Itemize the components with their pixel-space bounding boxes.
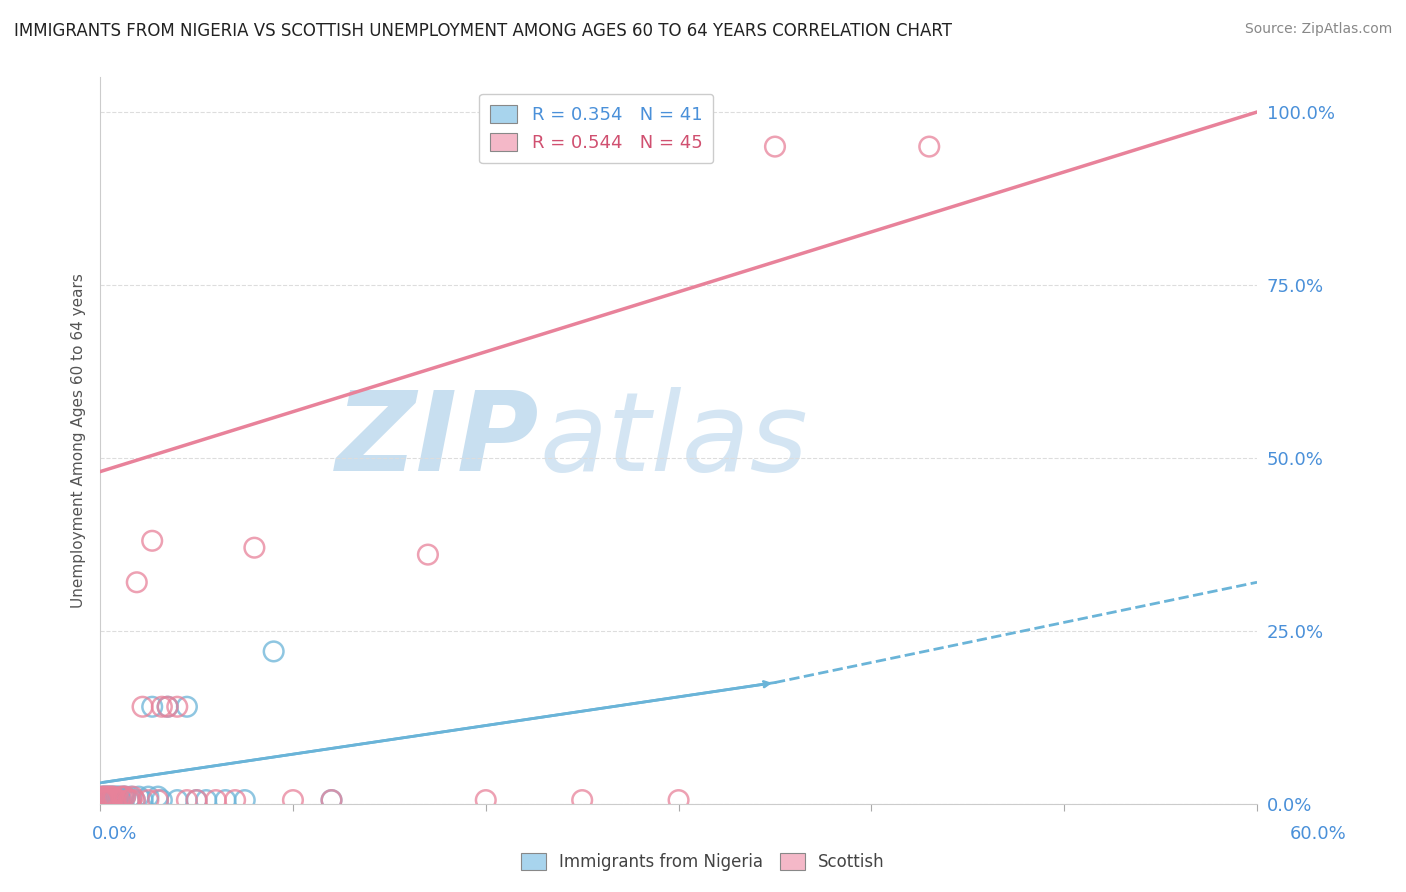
Point — [100, 789, 122, 804]
Point — [91, 793, 114, 807]
Point — [186, 793, 208, 807]
Point — [186, 793, 208, 807]
Point — [195, 793, 218, 807]
Point — [124, 793, 146, 807]
Point — [104, 793, 127, 807]
Point — [91, 793, 114, 807]
Point — [93, 789, 115, 804]
Point — [224, 793, 246, 807]
Text: IMMIGRANTS FROM NIGERIA VS SCOTTISH UNEMPLOYMENT AMONG AGES 60 TO 64 YEARS CORRE: IMMIGRANTS FROM NIGERIA VS SCOTTISH UNEM… — [14, 22, 952, 40]
Point — [100, 789, 122, 804]
Y-axis label: Unemployment Among Ages 60 to 64 years: Unemployment Among Ages 60 to 64 years — [72, 273, 86, 608]
Point — [98, 789, 121, 804]
Point — [668, 793, 690, 807]
Point — [103, 793, 125, 807]
Point — [100, 793, 122, 807]
Point — [98, 793, 121, 807]
Point — [100, 793, 122, 807]
Point — [93, 793, 115, 807]
Point — [110, 793, 132, 807]
Point — [763, 139, 786, 153]
Point — [150, 699, 173, 714]
Point — [243, 541, 266, 555]
Text: 60.0%: 60.0% — [1291, 825, 1347, 843]
Point — [146, 789, 169, 804]
Point — [416, 548, 439, 562]
Legend: Immigrants from Nigeria, Scottish: Immigrants from Nigeria, Scottish — [513, 845, 893, 880]
Point — [103, 793, 125, 807]
Point — [91, 789, 114, 804]
Point — [124, 793, 146, 807]
Point — [108, 793, 131, 807]
Point — [107, 793, 129, 807]
Point — [103, 789, 125, 804]
Point — [125, 575, 148, 590]
Point — [94, 789, 117, 804]
Point — [118, 793, 141, 807]
Legend: R = 0.354   N = 41, R = 0.544   N = 45: R = 0.354 N = 41, R = 0.544 N = 45 — [479, 94, 713, 163]
Point — [918, 139, 941, 153]
Point — [204, 793, 226, 807]
Point — [110, 789, 132, 804]
Point — [112, 789, 135, 804]
Point — [91, 789, 114, 804]
Point — [122, 789, 145, 804]
Point — [93, 793, 115, 807]
Point — [93, 789, 115, 804]
Point — [98, 793, 121, 807]
Point — [156, 699, 179, 714]
Point — [176, 699, 198, 714]
Point — [97, 793, 120, 807]
Point — [97, 789, 120, 804]
Point — [141, 533, 163, 548]
Point — [150, 793, 173, 807]
Point — [321, 793, 343, 807]
Point — [97, 793, 120, 807]
Text: 0.0%: 0.0% — [91, 825, 136, 843]
Point — [108, 789, 131, 804]
Point — [128, 789, 150, 804]
Point — [94, 793, 117, 807]
Point — [131, 699, 153, 714]
Point — [94, 789, 117, 804]
Point — [474, 793, 496, 807]
Point — [138, 793, 160, 807]
Point — [233, 793, 256, 807]
Point — [97, 789, 120, 804]
Point — [156, 699, 179, 714]
Point — [571, 793, 593, 807]
Point — [120, 789, 142, 804]
Point — [114, 789, 136, 804]
Point — [176, 793, 198, 807]
Point — [118, 793, 141, 807]
Text: atlas: atlas — [540, 387, 808, 494]
Text: ZIP: ZIP — [336, 387, 540, 494]
Point — [131, 793, 153, 807]
Point — [103, 789, 125, 804]
Point — [98, 789, 121, 804]
Point — [321, 793, 343, 807]
Point — [104, 793, 127, 807]
Point — [263, 644, 285, 658]
Point — [141, 699, 163, 714]
Point — [94, 793, 117, 807]
Point — [107, 793, 129, 807]
Point — [120, 793, 142, 807]
Point — [112, 789, 135, 804]
Point — [214, 793, 236, 807]
Point — [281, 793, 304, 807]
Point — [104, 789, 127, 804]
Point — [107, 789, 129, 804]
Point — [108, 793, 131, 807]
Point — [146, 793, 169, 807]
Text: Source: ZipAtlas.com: Source: ZipAtlas.com — [1244, 22, 1392, 37]
Point — [138, 789, 160, 804]
Point — [114, 789, 136, 804]
Point — [166, 793, 188, 807]
Point — [166, 699, 188, 714]
